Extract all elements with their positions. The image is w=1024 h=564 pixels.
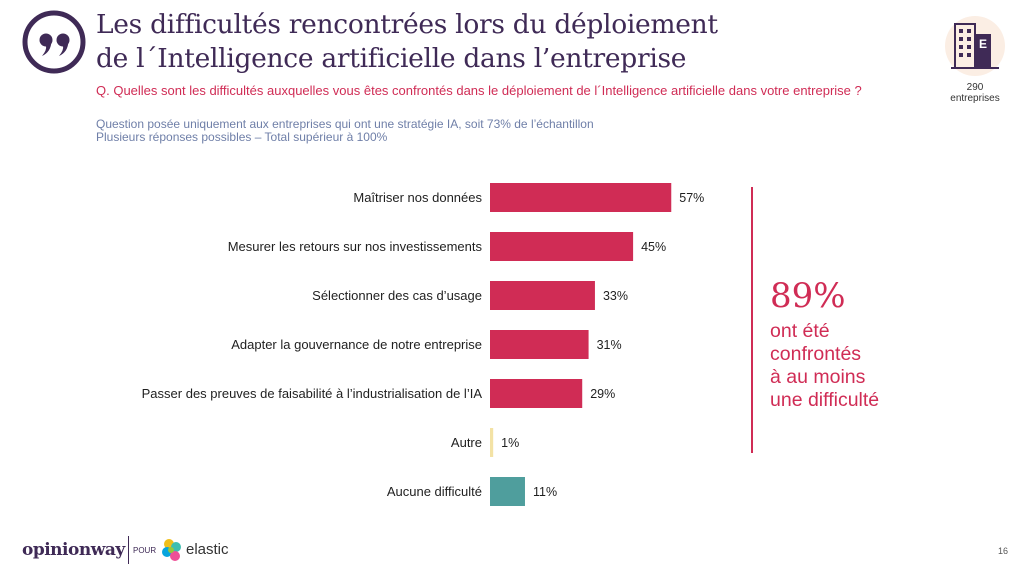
bar — [490, 281, 595, 310]
sample-size-badge: E 290 entreprises — [940, 14, 1010, 104]
svg-text:E: E — [979, 37, 987, 51]
elastic-logo-icon — [162, 539, 181, 561]
building-icon: E — [945, 16, 1005, 76]
callout-line-4: une difficulté — [770, 389, 880, 411]
callout-line-3: à au moins — [770, 366, 866, 388]
category-label: Autre — [451, 435, 482, 450]
category-label: Mesurer les retours sur nos investisseme… — [228, 239, 483, 254]
bar — [490, 232, 634, 261]
survey-question: Q. Quelles sont les difficultés auxquell… — [96, 83, 862, 98]
title-line-1: Les difficultés rencontrées lors du dépl… — [96, 9, 718, 40]
category-label: Aucune difficulté — [387, 484, 482, 499]
bar — [490, 330, 589, 359]
bar — [490, 428, 494, 457]
opinionway-logo: opinionway — [22, 540, 125, 560]
survey-note-base: Question posée uniquement aux entreprise… — [96, 117, 594, 131]
callout-divider — [751, 187, 753, 453]
bar — [490, 477, 525, 506]
category-label: Maîtriser nos données — [353, 190, 482, 205]
bar — [490, 183, 672, 212]
callout-value: 89% — [770, 276, 846, 316]
sample-label: entreprises — [950, 93, 1000, 104]
category-label: Sélectionner des cas d’usage — [312, 288, 482, 303]
value-label: 57% — [679, 191, 704, 205]
survey-notes: Question posée uniquement aux entreprise… — [96, 118, 594, 144]
value-label: 11% — [533, 485, 557, 499]
category-label: Passer des preuves de faisabilité à l’in… — [142, 386, 483, 401]
title-line-2: de l´Intelligence artificielle dans l’en… — [96, 43, 687, 74]
callout-line-2: confrontés — [770, 343, 862, 365]
sample-count: 290 — [966, 82, 984, 93]
page-title: Les difficultés rencontrées lors du dépl… — [96, 8, 718, 76]
value-label: 33% — [603, 289, 628, 303]
quote-icon — [22, 10, 86, 74]
footer-divider — [128, 536, 129, 564]
survey-note-multiple: Plusieurs réponses possibles – Total sup… — [96, 130, 388, 144]
value-label: 29% — [590, 387, 615, 401]
value-label: 45% — [641, 240, 666, 254]
callout-text: ont été confrontés à au moins une diffic… — [770, 320, 879, 412]
category-label: Adapter la gouvernance de notre entrepri… — [231, 337, 482, 352]
value-label: 31% — [597, 338, 622, 352]
difficulties-bar-chart: Maîtriser nos données 57% Mesurer les reto… — [142, 183, 704, 506]
value-label: 1% — [501, 436, 519, 450]
elastic-logo-text: elastic — [186, 541, 229, 558]
footer-connector: POUR — [133, 546, 157, 555]
page-number: 16 — [998, 546, 1009, 556]
bar — [490, 379, 583, 408]
callout-line-1: ont été — [770, 320, 830, 342]
